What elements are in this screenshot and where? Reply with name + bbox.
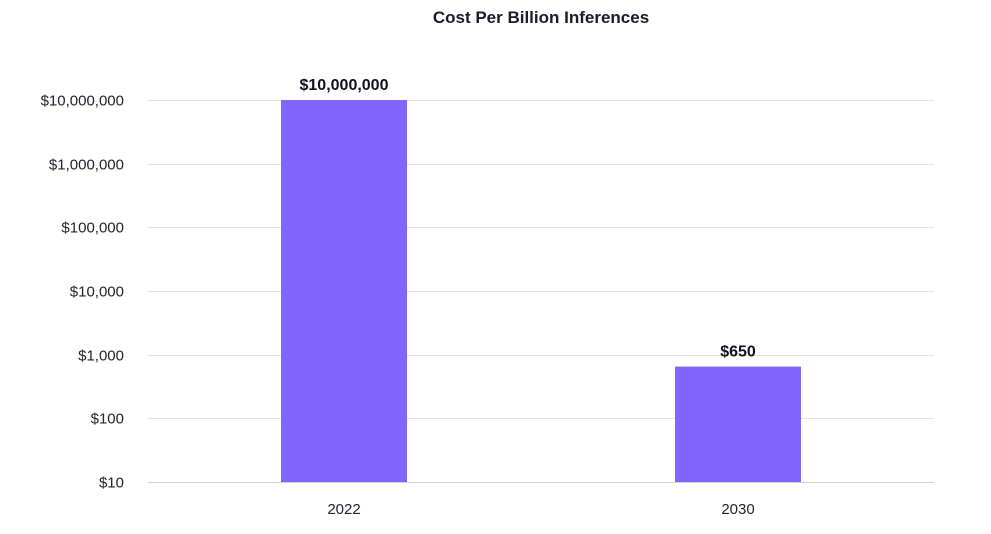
category-label-2030: 2030 — [721, 501, 754, 518]
bar-2030 — [675, 366, 801, 482]
data-label-2030: $650 — [720, 344, 756, 361]
chart-title: Cost Per Billion Inferences — [433, 8, 649, 27]
y-axis-tick-labels: $10 $100 $1,000 $10,000 $100,000 $1,000,000 $1… — [41, 93, 124, 492]
x-axis-category-labels: 2022 2030 — [327, 501, 754, 518]
y-tick-label: $1,000 — [78, 348, 124, 365]
bar-2022 — [281, 100, 407, 482]
data-labels: $10,000,000 $650 — [300, 77, 756, 361]
category-label-2022: 2022 — [327, 501, 360, 518]
y-tick-label: $100 — [91, 411, 124, 428]
data-label-2022: $10,000,000 — [300, 77, 389, 94]
y-tick-label: $10 — [99, 475, 124, 492]
grid-lines — [148, 100, 934, 483]
y-tick-label: $1,000,000 — [49, 157, 124, 174]
y-tick-label: $10,000,000 — [41, 93, 124, 110]
bars — [281, 100, 801, 482]
y-tick-label: $100,000 — [61, 220, 124, 237]
y-tick-label: $10,000 — [70, 284, 124, 301]
